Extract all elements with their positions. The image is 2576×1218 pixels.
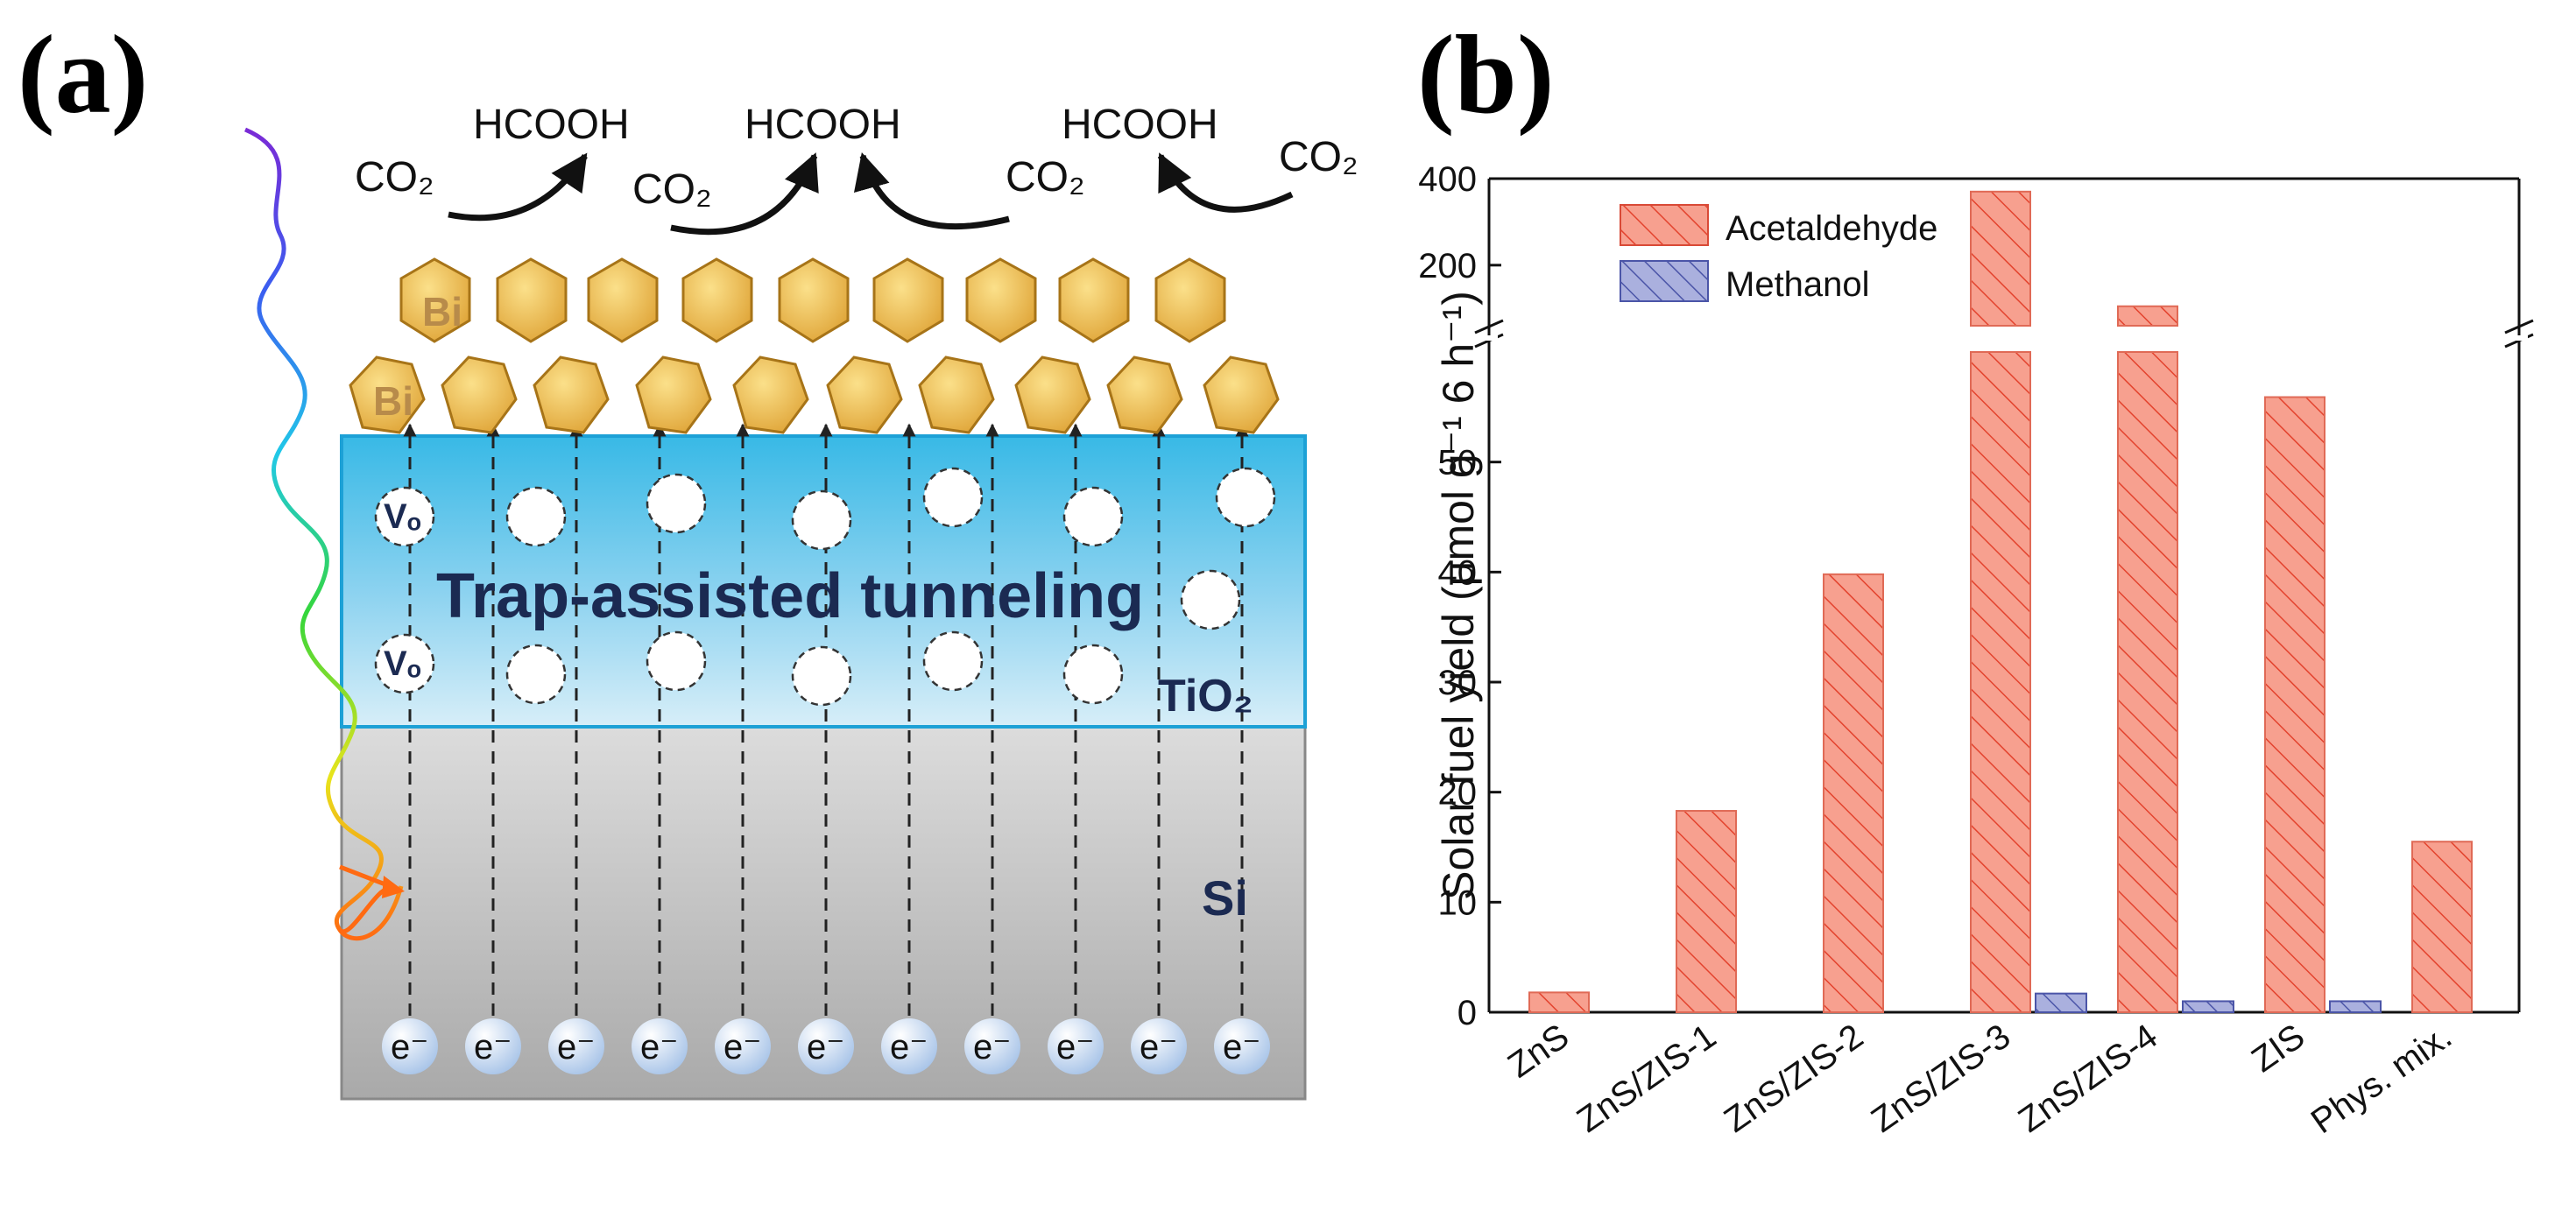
bar-acetaldehyde <box>1823 573 1884 1013</box>
bar-acetaldehyde-upper <box>2117 305 2178 327</box>
electrons: e⁻ e⁻ e⁻ e⁻ e⁻ e⁻ e⁻ e⁻ e⁻ e⁻ e⁻ <box>382 1018 1270 1074</box>
legend-swatch-methanol <box>1620 260 1709 302</box>
vacancy-traps <box>374 467 1276 707</box>
legend: Acetaldehyde Methanol <box>1620 204 1937 304</box>
x-tick-label: ZnS <box>1501 1017 1576 1085</box>
electron-label: e⁻ <box>973 1028 1011 1067</box>
electron-label: e⁻ <box>807 1028 844 1067</box>
electron-label: e⁻ <box>723 1028 761 1067</box>
y-tick-label: 30 <box>1438 664 1478 702</box>
bar-acetaldehyde <box>1970 351 2031 1013</box>
panel-a-label: (a) <box>18 12 148 137</box>
electron-label: e⁻ <box>1140 1028 1177 1067</box>
y-axis-label: Solar fuel yield (μmol g⁻¹ 6 h⁻¹) <box>1434 291 1483 900</box>
bar-methanol <box>2329 1000 2382 1014</box>
y-tick-label: 40 <box>1438 553 1478 592</box>
y-tick-label: 10 <box>1438 884 1478 922</box>
bi-label-lower: Bi <box>373 378 413 424</box>
hcooh-label-2: HCOOH <box>745 102 901 148</box>
bar-acetaldehyde-upper <box>1970 190 2031 327</box>
reaction-arrows <box>448 151 1294 236</box>
electron-label: e⁻ <box>1056 1028 1094 1067</box>
electron-label: e⁻ <box>557 1028 595 1067</box>
y-tick-label: 50 <box>1438 444 1478 482</box>
legend-label-methanol: Methanol <box>1726 265 1870 304</box>
legend-label-acetaldehyde: Acetaldehyde <box>1726 209 1937 248</box>
tunneling-label: Trap-assisted tunneling <box>436 561 1144 631</box>
x-tick-label: Phys. mix. <box>2304 1017 2459 1141</box>
bar-acetaldehyde <box>2264 396 2325 1014</box>
electron-label: e⁻ <box>1223 1028 1260 1067</box>
y-tick-label: 400 <box>1418 160 1477 199</box>
co2-label-3: CO₂ <box>1006 154 1085 201</box>
y-tick-label: 200 <box>1418 247 1477 285</box>
light-arrowhead <box>382 876 405 898</box>
co2-label-4: CO₂ <box>1279 134 1359 180</box>
bar-methanol <box>2182 1000 2234 1014</box>
co2-label-2: CO₂ <box>632 166 712 213</box>
bar-methanol <box>2035 992 2087 1014</box>
bar-acetaldehyde <box>1676 810 1737 1014</box>
y-tick-label: 20 <box>1438 774 1478 813</box>
vacancy-label-lower: Vₒ <box>384 644 421 683</box>
x-tick-label: ZnS/ZIS-1 <box>1570 1017 1724 1140</box>
x-tick-label: ZIS <box>2245 1017 2311 1080</box>
electron-label: e⁻ <box>890 1028 928 1067</box>
x-tick-label: ZnS/ZIS-2 <box>1718 1017 1871 1140</box>
legend-swatch-acetaldehyde <box>1620 204 1709 246</box>
hcooh-label-3: HCOOH <box>1062 102 1218 148</box>
bi-label-upper: Bi <box>422 289 462 334</box>
panel-a-schematic: Vₒ Vₒ Trap-assisted tunneling TiO₂ Si e⁻… <box>244 102 1359 1101</box>
x-tick-label: ZnS/ZIS-3 <box>1865 1017 2018 1140</box>
co2-label-1: CO₂ <box>355 154 434 201</box>
bar-acetaldehyde <box>2117 351 2178 1013</box>
si-label: Si <box>1202 870 1248 926</box>
panel-b-label: (b) <box>1417 12 1554 137</box>
bi-particles <box>349 257 1280 434</box>
tio2-label: TiO₂ <box>1158 671 1253 722</box>
bar-acetaldehyde <box>2411 841 2473 1014</box>
hcooh-label-1: HCOOH <box>473 102 630 148</box>
electron-label: e⁻ <box>391 1028 428 1067</box>
y-tick-label: 0 <box>1457 994 1477 1032</box>
x-tick-label: ZnS/ZIS-4 <box>2012 1017 2165 1140</box>
bar-chart: Solar fuel yield (μmol g⁻¹ 6 h⁻¹) Acetal… <box>1418 160 2534 1141</box>
electron-label: e⁻ <box>474 1028 512 1067</box>
bar-acetaldehyde <box>1528 991 1590 1014</box>
vacancy-label-upper: Vₒ <box>384 497 421 536</box>
electron-label: e⁻ <box>640 1028 678 1067</box>
